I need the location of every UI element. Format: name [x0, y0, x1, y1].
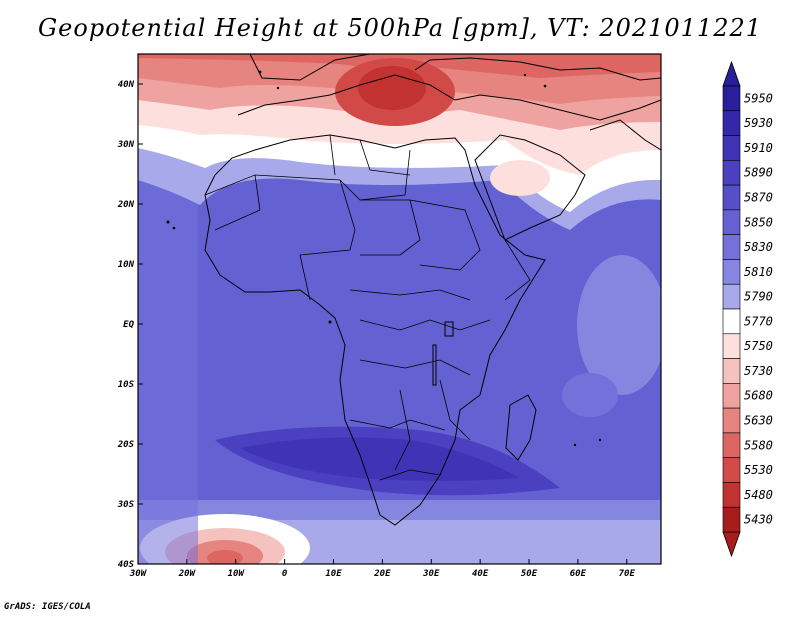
colorbar-top-arrow [722, 60, 741, 87]
colorbar-swatch [722, 432, 741, 458]
lat-tick-label: 40N [118, 80, 135, 90]
lat-tick-label: 40S [118, 560, 135, 570]
colorbar-swatch [722, 283, 741, 310]
colorbar-label: 5750 [744, 339, 773, 353]
lon-tick-label: 20W [178, 569, 197, 579]
lat-tick-label: 30N [117, 140, 135, 150]
colorbar-swatch [722, 482, 741, 508]
colorbar-swatch [722, 160, 741, 186]
lat-tick-label: 10S [118, 380, 135, 390]
colorbar-label: 5810 [744, 265, 773, 279]
colorbar-label: 5680 [744, 389, 773, 403]
colorbar-label: 5890 [744, 166, 773, 180]
colorbar-label: 5830 [744, 240, 773, 254]
colorbar-label: 5910 [744, 141, 773, 155]
colorbar-swatch [722, 383, 741, 409]
colorbar-label: 5850 [744, 215, 773, 229]
colorbar-label: 5930 [744, 116, 773, 130]
colorbar-label: 5730 [744, 364, 773, 378]
lat-tick-label: 30S [117, 500, 135, 510]
colorbar-label: 5770 [744, 314, 773, 328]
colorbar-swatch [722, 234, 741, 260]
colorbar-swatch [722, 110, 741, 136]
colorbar-swatch [722, 259, 741, 285]
lon-tick-label: 70E [619, 569, 636, 579]
lon-tick-label: 20E [373, 569, 391, 579]
colorbar-swatch [722, 407, 741, 434]
lon-tick-label: 0 [282, 569, 288, 579]
lon-tick-label: 50E [521, 569, 538, 579]
colorbar-swatch [722, 308, 741, 335]
colorbar-swatch [722, 506, 741, 533]
map-title: Geopotential Height at 500hPa [gpm], VT:… [38, 14, 762, 42]
colorbar-swatch [722, 184, 741, 211]
colorbar-swatch [722, 209, 741, 235]
lon-tick-label: 10W [228, 569, 246, 579]
lat-tick-label: 20S [117, 440, 135, 450]
lat-tick-label: 10N [118, 260, 135, 270]
colorbar: 5950 5930 5910 5890 5870 5850 5830 5810 5790 5770… [722, 60, 773, 558]
colorbar-label: 5430 [744, 513, 773, 527]
lon-tick-label: 40E [472, 569, 489, 579]
lon-tick-label: 30W [129, 569, 148, 579]
lat-tick-label: 20N [117, 200, 135, 210]
colorbar-label: 5950 [744, 91, 773, 105]
colorbar-swatch [722, 135, 741, 161]
colorbar-label: 5630 [744, 414, 773, 428]
lat-tick-label: EQ [123, 320, 134, 330]
colorbar-label: 5870 [744, 191, 773, 205]
colorbar-swatch [722, 358, 741, 384]
lon-tick-label: 60E [570, 569, 587, 579]
colorbar-swatch [722, 85, 741, 112]
colorbar-swatch [722, 333, 741, 359]
colorbar-label: 5480 [744, 488, 773, 502]
lon-tick-label: 30E [422, 569, 440, 579]
lon-tick-label: 10E [325, 569, 342, 579]
colorbar-label: 5530 [744, 463, 773, 477]
colorbar-bottom-arrow [722, 531, 741, 558]
grads-credit: GrADS: IGES/COLA [4, 602, 91, 612]
colorbar-label: 5580 [744, 438, 773, 452]
map-plot-area: 30W 20W 10W 0 10E 20E 30E 40E 50E 60E 70E 40N 30N 20… [117, 53, 662, 579]
colorbar-label: 5790 [744, 290, 773, 304]
colorbar-swatch [722, 457, 741, 483]
